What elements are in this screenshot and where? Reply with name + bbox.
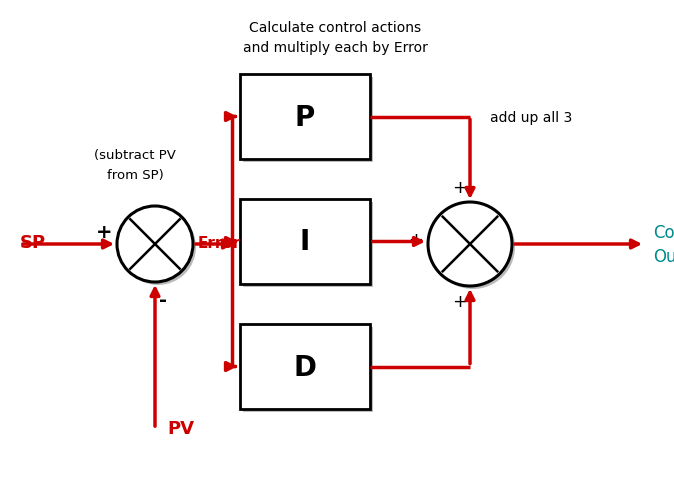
- Bar: [240, 200, 370, 285]
- Text: Calculate control actions: Calculate control actions: [249, 21, 421, 35]
- Text: Output: Output: [653, 247, 674, 265]
- Text: +: +: [452, 179, 468, 197]
- Circle shape: [117, 206, 193, 283]
- Text: from SP): from SP): [106, 168, 163, 181]
- Circle shape: [431, 205, 515, 289]
- Bar: [240, 75, 370, 160]
- Text: Error: Error: [198, 235, 241, 250]
- Text: SP: SP: [20, 234, 46, 251]
- Text: P: P: [295, 103, 315, 131]
- Circle shape: [428, 203, 512, 286]
- Bar: [240, 325, 370, 409]
- Text: add up all 3: add up all 3: [490, 111, 572, 125]
- Text: +: +: [452, 292, 468, 310]
- Text: D: D: [293, 353, 317, 381]
- Circle shape: [120, 209, 196, 285]
- Text: I: I: [300, 228, 310, 256]
- Text: PV: PV: [167, 419, 194, 437]
- Text: (subtract PV: (subtract PV: [94, 148, 176, 161]
- Text: +: +: [408, 230, 423, 248]
- Text: -: -: [159, 290, 167, 309]
- Bar: [243, 78, 373, 163]
- Bar: [243, 327, 373, 412]
- Text: +: +: [96, 223, 112, 242]
- Text: and multiply each by Error: and multiply each by Error: [243, 41, 427, 55]
- Text: Controller: Controller: [653, 224, 674, 242]
- Bar: [243, 203, 373, 287]
